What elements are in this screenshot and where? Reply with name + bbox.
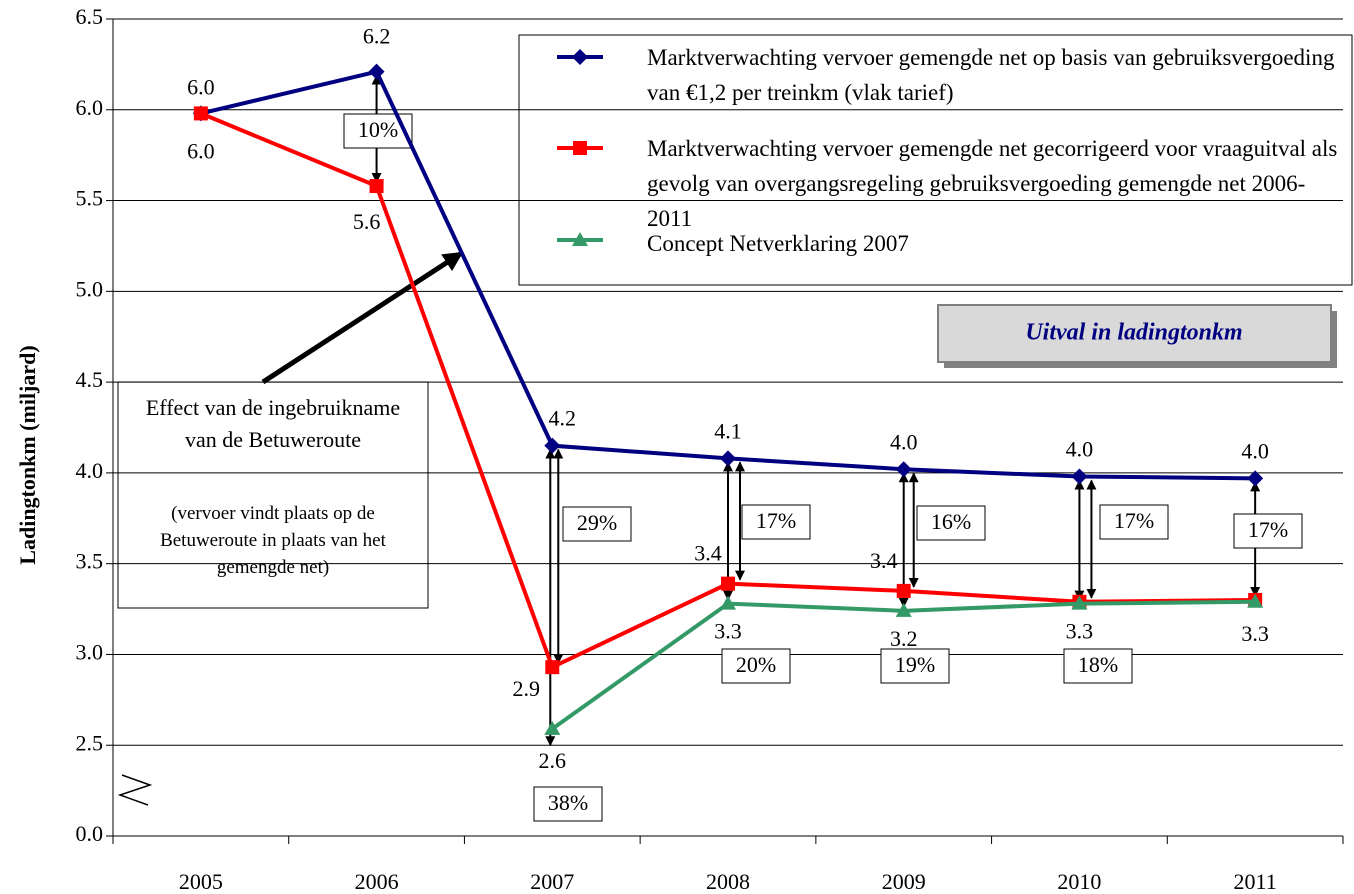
y-tick-label: 4.5	[76, 367, 104, 392]
marker	[369, 179, 384, 194]
annotation: 20%	[736, 652, 776, 677]
marker	[368, 63, 385, 80]
x-tick-label: 2010	[1057, 869, 1101, 894]
value-label: 4.0	[1066, 437, 1094, 462]
value-label: 4.2	[549, 406, 577, 431]
callout-box	[117, 381, 429, 609]
annotation: 17%	[1248, 517, 1288, 542]
marker	[720, 450, 736, 467]
value-label: 3.3	[714, 619, 742, 644]
annotation: 19%	[895, 652, 935, 677]
annotation: 17%	[756, 508, 796, 533]
callout-arrow	[261, 251, 464, 385]
x-tick-label: 2007	[530, 869, 574, 894]
y-tick-label: 5.0	[76, 276, 104, 301]
value-label: 6.0	[187, 138, 215, 163]
y-tick-label: 3.5	[76, 549, 104, 574]
annotation-box	[533, 786, 603, 822]
axis-break	[117, 774, 153, 806]
legend-label: Marktverwachting vervoer gemengde net op…	[647, 45, 1335, 105]
annotation: 16%	[931, 509, 971, 534]
y-tick-label: 6.0	[76, 95, 104, 120]
callout-title: Effect van de ingebruikname van de Betuw…	[145, 395, 401, 452]
box-title: Uitval in ladingtonkm	[1025, 320, 1242, 346]
annotation: 17%	[1114, 508, 1154, 533]
marker	[193, 106, 208, 121]
annotation-box	[916, 505, 986, 541]
marker	[545, 660, 560, 675]
x-tick-label: 2011	[1234, 869, 1277, 894]
marker	[544, 437, 561, 454]
value-label: 3.3	[1066, 619, 1094, 644]
value-label: 3.2	[890, 626, 918, 651]
y-tick-label: 3.0	[76, 639, 104, 664]
legend-marker	[572, 232, 588, 246]
annotation-box	[1099, 504, 1169, 540]
marker	[721, 576, 735, 591]
legend-label: Concept Netverklaring 2007	[647, 231, 909, 256]
annotation-box	[741, 504, 811, 540]
value-label: 5.6	[353, 209, 381, 234]
value-label: 3.3	[1241, 621, 1269, 646]
annotation-box	[880, 648, 950, 684]
marker	[1071, 468, 1088, 485]
legend-box	[518, 34, 1353, 286]
marker	[895, 461, 912, 478]
value-label: 2.6	[539, 748, 567, 773]
value-label: 4.1	[714, 418, 742, 443]
value-label: 4.0	[890, 429, 918, 454]
marker	[1247, 593, 1264, 608]
y-axis-label: Ladingtonkm (miljard)	[15, 345, 40, 564]
x-tick-label: 2009	[882, 869, 926, 894]
y-tick-label: 6.5	[76, 4, 104, 29]
x-tick-label: 2008	[706, 869, 750, 894]
value-label: 4.0	[1241, 438, 1269, 463]
value-label: 2.9	[513, 676, 541, 701]
annotation-box	[1063, 648, 1133, 684]
annotation: 29%	[577, 510, 617, 535]
annotation-box	[562, 506, 632, 542]
annotation: 18%	[1078, 652, 1118, 677]
marker	[896, 583, 911, 598]
annotation: 38%	[548, 790, 588, 815]
value-label: 6.0	[187, 74, 215, 99]
value-label: 6.2	[363, 24, 391, 49]
y-tick-label: 4.0	[76, 458, 104, 483]
value-label: 3.4	[694, 541, 722, 566]
legend-marker	[572, 49, 588, 65]
x-tick-label: 2006	[355, 869, 399, 894]
x-tick-label: 2005	[179, 869, 223, 894]
callout-text: (vervoer vindt plaats op de Betuweroute …	[160, 503, 386, 578]
annotation: 10%	[358, 117, 398, 142]
annotation-box	[1233, 513, 1303, 549]
marker	[720, 595, 736, 610]
marker	[544, 720, 561, 735]
marker	[1247, 470, 1264, 487]
y-tick-label: 0.0	[76, 821, 104, 846]
marker	[895, 602, 912, 617]
legend-label: Marktverwachting vervoer gemengde net ge…	[647, 136, 1338, 231]
y-tick-label: 5.5	[76, 186, 104, 211]
y-tick-label: 2.5	[76, 730, 104, 755]
box-title-bg	[937, 304, 1332, 363]
annotation-box	[721, 648, 791, 684]
value-label: 3.4	[870, 548, 898, 573]
marker	[1071, 595, 1088, 610]
legend-marker	[573, 141, 587, 155]
